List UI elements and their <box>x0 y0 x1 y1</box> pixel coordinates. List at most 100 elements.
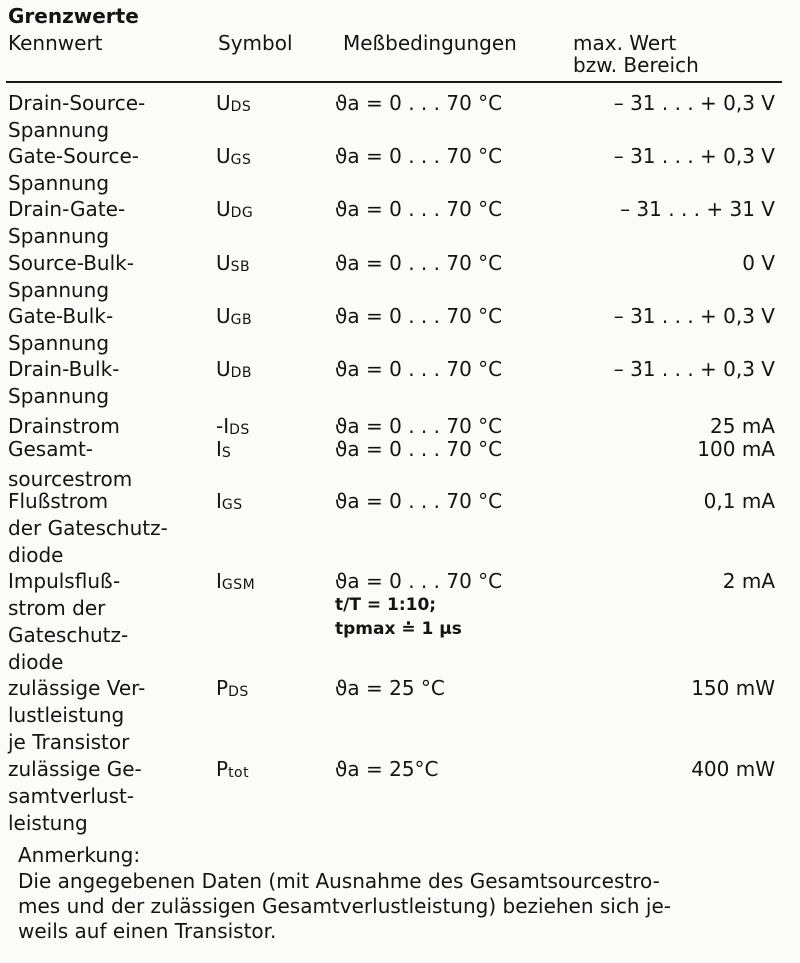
symbol-subscript: S <box>221 445 232 461</box>
row-kennwert: leistung <box>8 811 88 835</box>
header-rule <box>6 81 782 83</box>
row-kennwert: je Transistor <box>8 730 130 754</box>
row-kennwert: Drainstrom <box>8 414 120 438</box>
row-condition: ϑa = 0 . . . 70 °C <box>335 144 503 168</box>
symbol-main: U <box>216 144 231 168</box>
row-kennwert: Spannung <box>8 384 110 408</box>
row-condition: ϑa = 0 . . . 70 °C <box>335 91 503 115</box>
symbol-subscript: DB <box>230 365 253 381</box>
symbol-main: -I <box>216 414 230 438</box>
header-value-1: max. Wert <box>573 31 677 55</box>
row-kennwert: Drain-Bulk- <box>8 357 120 381</box>
row-symbol: PDS <box>216 675 249 705</box>
section-title: Grenzwerte <box>8 4 139 28</box>
symbol-main: U <box>216 357 231 381</box>
row-condition: ϑa = 0 . . . 70 °C <box>335 197 503 221</box>
row-kennwert: samtverlust- <box>8 784 135 808</box>
header-kennwert: Kennwert <box>8 31 103 55</box>
row-condition: ϑa = 0 . . . 70 °C <box>335 357 503 381</box>
row-kennwert: lustleistung <box>8 703 125 727</box>
symbol-main: P <box>216 676 229 700</box>
row-kennwert: zulässige Ver- <box>8 676 146 700</box>
row-condition: ϑa = 0 . . . 70 °C <box>335 414 503 438</box>
row-kennwert: diode <box>8 650 64 674</box>
row-symbol: Ptot <box>216 756 249 786</box>
symbol-subscript: GS <box>230 152 252 168</box>
row-condition: tpmax ≐ 1 µs <box>335 619 462 639</box>
header-value-2: bzw. Bereich <box>573 53 699 77</box>
row-value: – 31 . . . + 31 V <box>620 197 775 221</box>
note-label: Anmerkung: <box>18 843 141 867</box>
symbol-subscript: tot <box>228 765 250 781</box>
row-condition: ϑa = 0 . . . 70 °C <box>335 489 503 513</box>
row-symbol: UDS <box>216 90 251 120</box>
row-value: 2 mA <box>722 569 775 593</box>
row-symbol: USB <box>216 250 250 280</box>
row-condition: ϑa = 0 . . . 70 °C <box>335 304 503 328</box>
row-value: 400 mW <box>691 757 775 781</box>
header-symbol: Symbol <box>218 31 293 55</box>
row-value: 25 mA <box>710 414 775 438</box>
symbol-main: I <box>216 437 222 461</box>
row-symbol: IGS <box>216 488 243 518</box>
row-condition: ϑa = 0 . . . 70 °C <box>335 569 503 593</box>
row-condition: ϑa = 25 °C <box>335 676 445 700</box>
symbol-main: U <box>216 197 231 221</box>
row-symbol: -IDS <box>216 413 250 443</box>
row-kennwert: Source-Bulk- <box>8 251 134 275</box>
row-value: 0,1 mA <box>703 489 775 513</box>
row-condition: ϑa = 0 . . . 70 °C <box>335 251 503 275</box>
row-kennwert: Drain-Gate- <box>8 197 126 221</box>
row-kennwert: Gate-Bulk- <box>8 304 114 328</box>
symbol-subscript: GSM <box>221 577 256 593</box>
row-kennwert: Drain-Source- <box>8 91 146 115</box>
symbol-main: U <box>216 251 231 275</box>
symbol-main: I <box>216 489 222 513</box>
row-symbol: UDB <box>216 356 252 386</box>
header-conditions: Meßbedingungen <box>343 31 517 55</box>
symbol-main: I <box>216 569 222 593</box>
symbol-main: U <box>216 91 231 115</box>
row-value: 100 mA <box>697 437 775 461</box>
row-kennwert: Flußstrom <box>8 489 109 513</box>
row-kennwert: Spannung <box>8 171 110 195</box>
row-kennwert: Spannung <box>8 224 110 248</box>
row-symbol: UDG <box>216 196 253 226</box>
row-symbol: IS <box>216 436 231 466</box>
row-kennwert: strom der <box>8 596 106 620</box>
row-value: 0 V <box>742 251 775 275</box>
row-kennwert: Gateschutz- <box>8 623 129 647</box>
note-line: Die angegebenen Daten (mit Ausnahme des … <box>18 869 660 893</box>
row-symbol: UGS <box>216 143 251 173</box>
symbol-subscript: DG <box>230 205 254 221</box>
row-symbol: IGSM <box>216 568 255 598</box>
row-condition: ϑa = 25°C <box>335 757 439 781</box>
symbol-subscript: GS <box>221 497 243 513</box>
row-value: – 31 . . . + 0,3 V <box>613 304 775 328</box>
row-kennwert: sourcestrom <box>8 467 133 491</box>
row-condition: t/T = 1:10; <box>335 595 437 615</box>
row-value: – 31 . . . + 0,3 V <box>613 357 775 381</box>
symbol-subscript: SB <box>230 259 251 275</box>
row-kennwert: der Gateschutz- <box>8 516 168 540</box>
row-condition: ϑa = 0 . . . 70 °C <box>335 437 503 461</box>
row-kennwert: diode <box>8 543 64 567</box>
symbol-main: P <box>216 757 229 781</box>
row-kennwert: zulässige Ge- <box>8 757 142 781</box>
symbol-main: U <box>216 304 231 328</box>
symbol-subscript: DS <box>228 684 249 700</box>
row-kennwert: Impulsfluß- <box>8 569 121 593</box>
row-kennwert: Gate-Source- <box>8 144 140 168</box>
symbol-subscript: DS <box>230 99 252 115</box>
row-value: 150 mW <box>691 676 775 700</box>
row-kennwert: Spannung <box>8 278 110 302</box>
symbol-subscript: GB <box>230 312 253 328</box>
row-kennwert: Spannung <box>8 118 110 142</box>
row-symbol: UGB <box>216 303 252 333</box>
row-kennwert: Spannung <box>8 331 110 355</box>
row-value: – 31 . . . + 0,3 V <box>613 91 775 115</box>
note-line: mes und der zulässigen Gesamtverlustleis… <box>18 894 671 918</box>
row-kennwert: Gesamt- <box>8 437 94 461</box>
row-value: – 31 . . . + 0,3 V <box>613 144 775 168</box>
note-line: weils auf einen Transistor. <box>18 919 277 943</box>
